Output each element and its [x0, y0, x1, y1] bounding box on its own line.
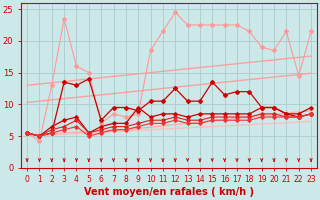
X-axis label: Vent moyen/en rafales ( km/h ): Vent moyen/en rafales ( km/h ) — [84, 187, 254, 197]
